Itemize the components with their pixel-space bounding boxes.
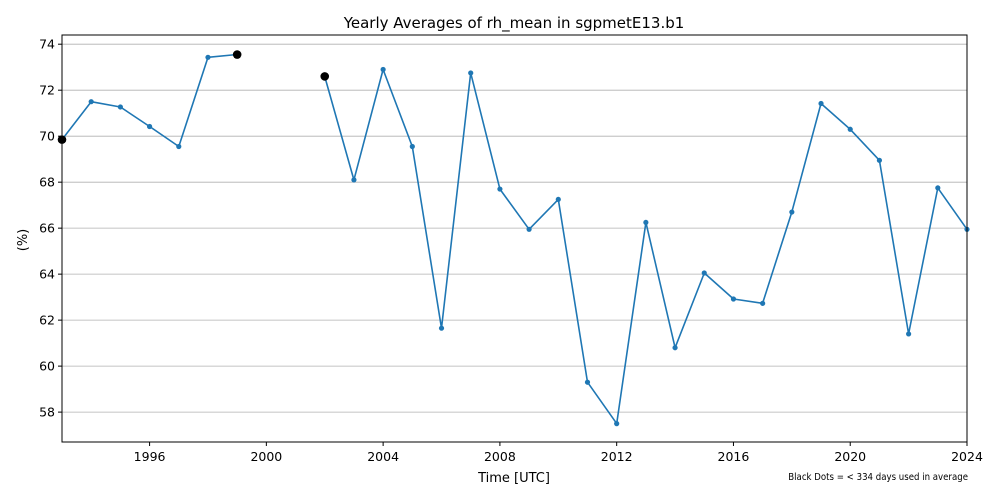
y-tick-label: 62: [39, 313, 55, 328]
data-point: [176, 143, 182, 150]
data-point: [876, 157, 883, 163]
series-line: [61, 53, 968, 425]
data-point: [643, 219, 649, 226]
plot-area-frame: [61, 34, 968, 443]
black-dots-footnote: Black Dots = < 334 days used in average: [788, 472, 968, 483]
x-tick-label: 1996: [134, 449, 166, 464]
data-point: [672, 345, 678, 351]
data-point: [526, 226, 532, 232]
y-tick-label: 66: [39, 221, 55, 236]
black-dot-marker: [320, 72, 330, 81]
data-point: [117, 104, 123, 110]
data-point: [906, 331, 912, 337]
y-axis-ticks: 58 60 62 64 66 68 70 72 74: [39, 37, 62, 420]
data-point: [760, 300, 766, 306]
data-point: [380, 66, 386, 73]
data-point: [205, 54, 211, 60]
x-axis-ticks: 1996 2000 2004 2008 2012 2016 2020 2024: [134, 442, 983, 464]
x-axis-label: Time [UTC]: [477, 471, 550, 486]
x-tick-label: 2012: [601, 449, 633, 464]
data-point: [146, 123, 153, 130]
y-tick-label: 74: [39, 37, 55, 52]
x-tick-label: 2008: [484, 449, 516, 464]
data-point: [409, 143, 415, 150]
series-segment-2: [323, 68, 968, 425]
y-tick-label: 68: [39, 175, 55, 190]
x-tick-label: 2020: [834, 449, 866, 464]
y-tick-label: 64: [39, 267, 55, 282]
black-dots: [57, 50, 330, 144]
series-segment-1: [61, 53, 238, 148]
chart-title: Yearly Averages of rh_mean in sgpmetE13.…: [343, 14, 685, 33]
data-point: [468, 70, 474, 76]
data-point: [351, 177, 357, 183]
data-point: [847, 126, 853, 132]
x-tick-label: 2004: [367, 449, 399, 464]
x-tick-label: 2016: [718, 449, 750, 464]
data-point: [555, 196, 561, 203]
data-point: [701, 270, 707, 276]
y-tick-label: 60: [39, 359, 55, 374]
data-point: [438, 325, 445, 331]
data-point: [497, 186, 503, 192]
y-tick-label: 70: [39, 129, 55, 144]
y-tick-label: 72: [39, 83, 55, 98]
data-point: [584, 379, 591, 385]
data-point: [730, 296, 737, 302]
black-dot-marker: [232, 50, 242, 59]
x-tick-label: 2000: [250, 449, 282, 464]
data-point: [935, 185, 941, 191]
data-point: [614, 421, 620, 427]
data-point: [88, 99, 94, 105]
y-axis-label: (%): [16, 229, 31, 252]
data-point: [789, 209, 795, 215]
data-point: [818, 100, 824, 107]
y-tick-label: 58: [39, 405, 55, 420]
data-markers: [59, 51, 970, 427]
grid-lines: [62, 43, 967, 413]
x-tick-label: 2024: [951, 449, 983, 464]
